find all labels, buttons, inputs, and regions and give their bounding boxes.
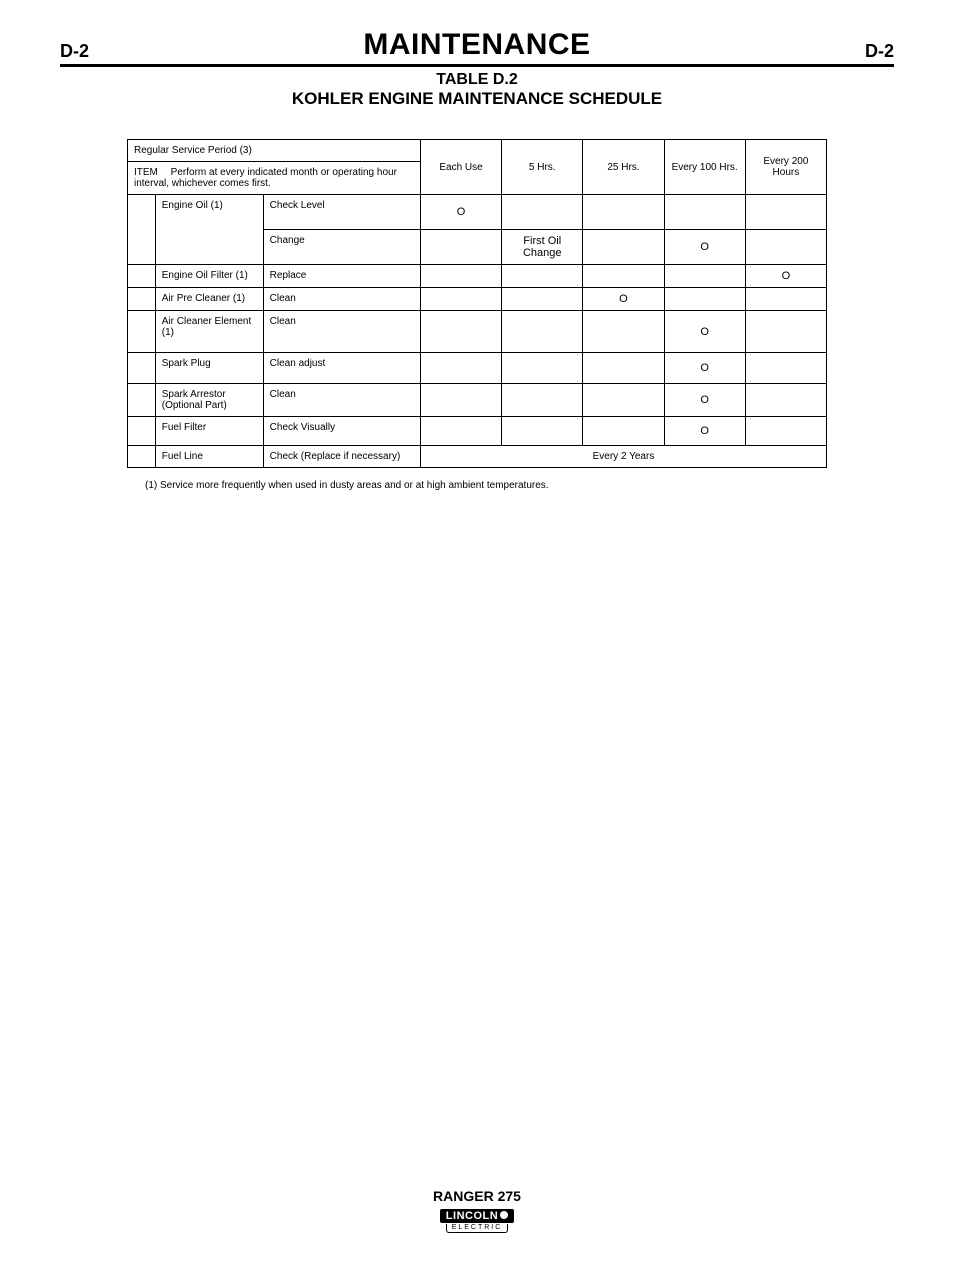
mark [745,417,826,446]
mark [420,311,501,353]
brand-name: LINCOLN [446,1210,498,1222]
item-oil-filter: Engine Oil Filter (1) [155,265,263,288]
footnote: (1) Service more frequently when used in… [145,480,827,491]
row-gutter [128,417,156,446]
item-air-precleaner: Air Pre Cleaner (1) [155,288,263,311]
page-footer: RANGER 275 LINCOLN ELECTRIC [0,1188,954,1233]
action-clean: Clean [263,311,420,353]
mark [583,353,664,384]
action-check-replace: Check (Replace if necessary) [263,446,420,468]
action-replace: Replace [263,265,420,288]
brand-sub: ELECTRIC [446,1224,508,1233]
page-id-right: D-2 [865,41,894,62]
mark [583,230,664,265]
mark [502,384,583,417]
row-gutter [128,353,156,384]
mark [745,311,826,353]
row-gutter [128,384,156,417]
mark [664,265,745,288]
mark [583,384,664,417]
page-id-left: D-2 [60,41,89,62]
header-period-0: Each Use [420,140,501,195]
mark [583,417,664,446]
mark [745,288,826,311]
row-gutter [128,195,156,265]
row-gutter [128,311,156,353]
mark [420,353,501,384]
mark [745,384,826,417]
header-period-2: 25 Hrs. [583,140,664,195]
maintenance-table: Regular Service Period (3) Each Use 5 Hr… [127,139,827,468]
logo-dot-icon [500,1211,508,1219]
mark [420,265,501,288]
item-fuel-line: Fuel Line [155,446,263,468]
mark [583,195,664,230]
main-title: MAINTENANCE [363,28,590,62]
mark [420,230,501,265]
mark: O [664,417,745,446]
mark [745,230,826,265]
subtitle-block: TABLE D.2 KOHLER ENGINE MAINTENANCE SCHE… [60,71,894,109]
item-note-text: Perform at every indicated month or oper… [134,167,397,189]
action-clean: Clean [263,288,420,311]
header-period-4: Every 200 Hours [745,140,826,195]
mark [745,353,826,384]
item-fuel-filter: Fuel Filter [155,417,263,446]
mark [420,384,501,417]
header-period-3: Every 100 Hrs. [664,140,745,195]
header-period-1: 5 Hrs. [502,140,583,195]
brand-logo: LINCOLN ELECTRIC [0,1206,954,1233]
mark: O [745,265,826,288]
mark: O [664,230,745,265]
mark [502,288,583,311]
mark [502,417,583,446]
mark [502,311,583,353]
table-title: KOHLER ENGINE MAINTENANCE SCHEDULE [60,89,894,109]
mark [745,195,826,230]
footer-model: RANGER 275 [0,1188,954,1204]
item-engine-oil: Engine Oil (1) [155,195,263,265]
item-air-cleaner-element: Air Cleaner Element (1) [155,311,263,353]
mark: O [664,311,745,353]
mark [664,288,745,311]
mark [502,353,583,384]
mark [502,265,583,288]
mark: First Oil Change [502,230,583,265]
action-check-level: Check Level [263,195,420,230]
mark [420,417,501,446]
mark: O [583,288,664,311]
row-gutter [128,446,156,468]
row-gutter [128,288,156,311]
action-clean: Clean [263,384,420,417]
item-label: ITEM [134,167,158,178]
table-label: TABLE D.2 [60,71,894,89]
mark: O [664,353,745,384]
mark [583,265,664,288]
row-gutter [128,265,156,288]
mark: O [420,195,501,230]
action-clean-adjust: Clean adjust [263,353,420,384]
action-change: Change [263,230,420,265]
item-spark-arrestor: Spark Arrestor (Optional Part) [155,384,263,417]
header-regular-service: Regular Service Period (3) [128,140,421,162]
fuel-line-interval: Every 2 Years [420,446,826,468]
mark [583,311,664,353]
action-check-visually: Check Visually [263,417,420,446]
header-item-note: ITEM Perform at every indicated month or… [128,162,421,195]
mark [420,288,501,311]
mark [502,195,583,230]
mark [664,195,745,230]
page-header: D-2 MAINTENANCE D-2 [60,28,894,67]
mark: O [664,384,745,417]
item-spark-plug: Spark Plug [155,353,263,384]
